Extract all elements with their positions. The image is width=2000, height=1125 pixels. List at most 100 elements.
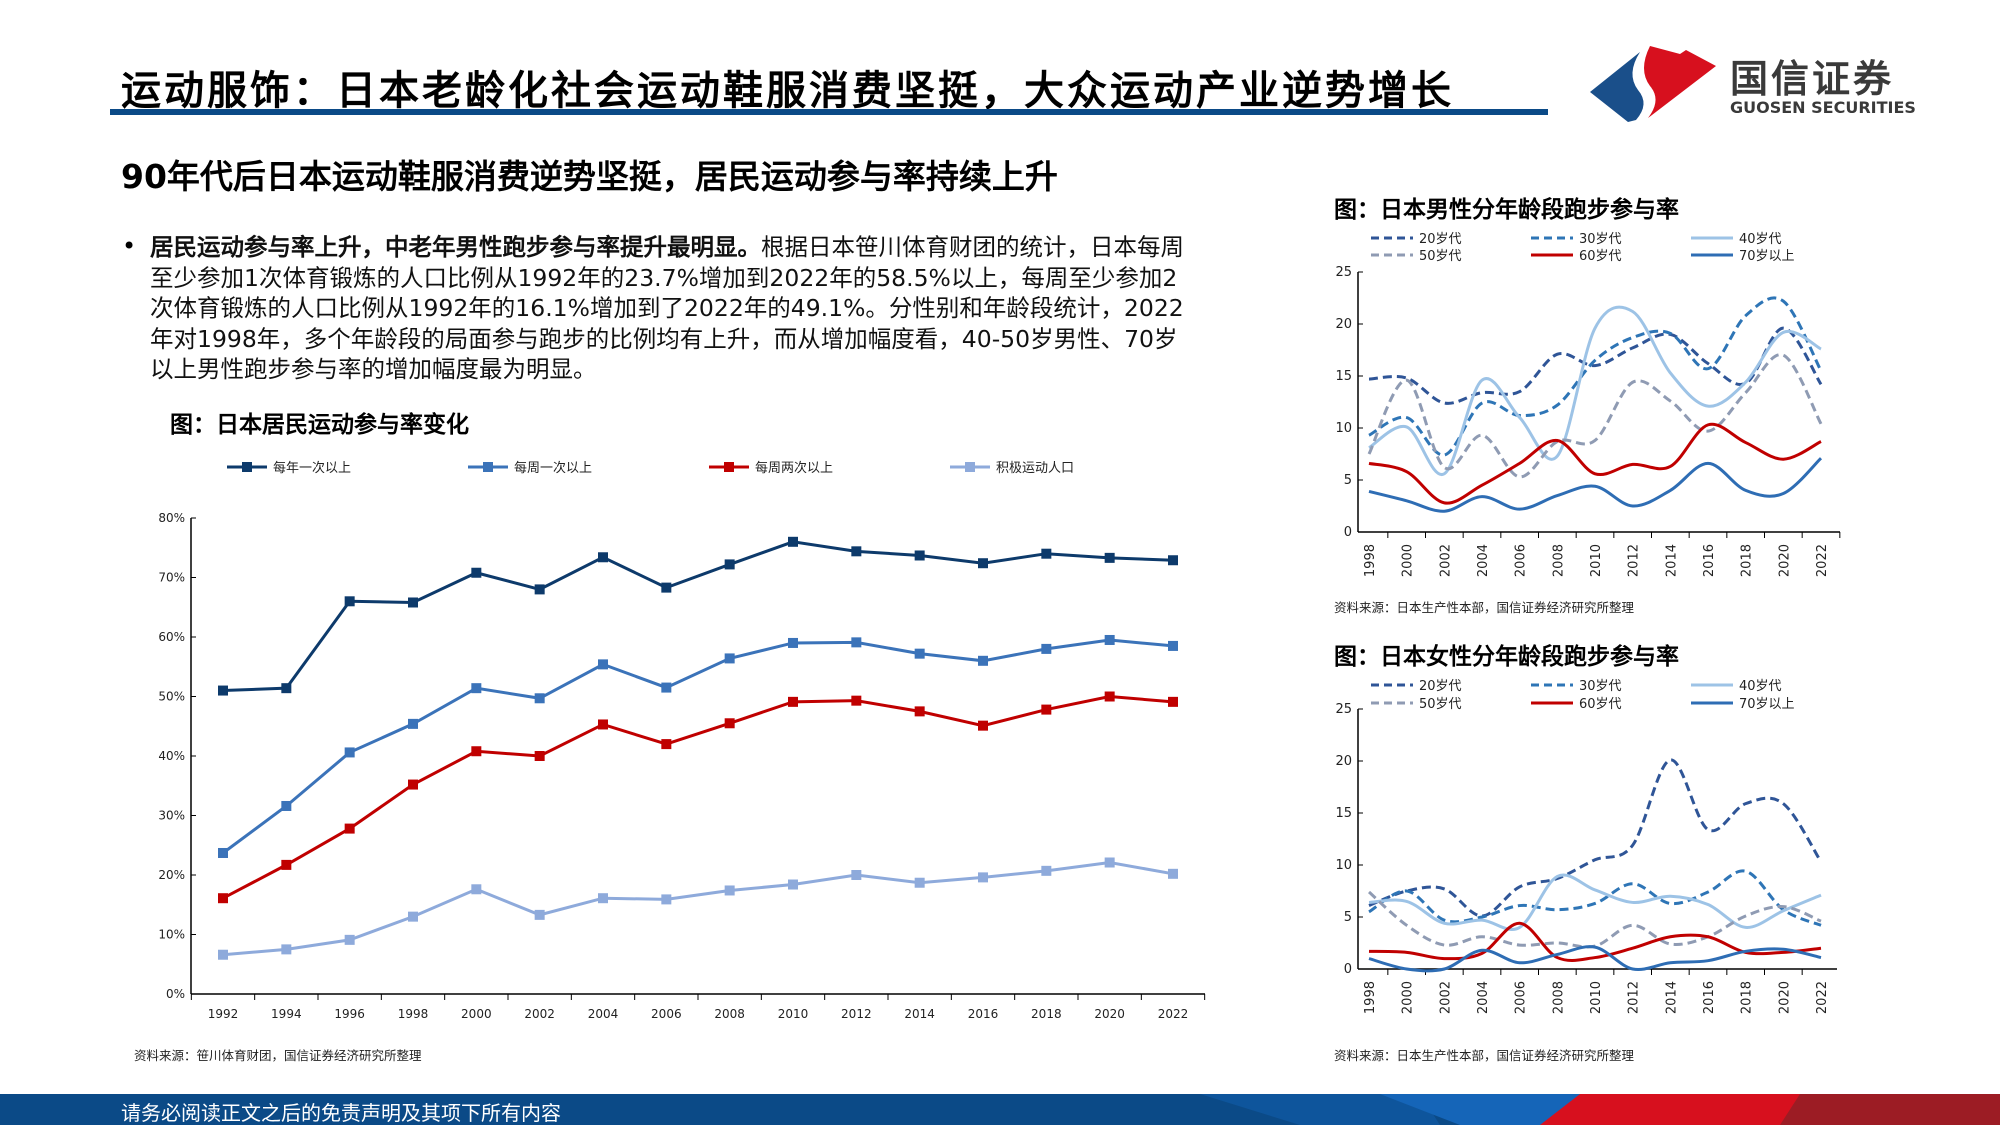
data-point-marker xyxy=(218,949,228,960)
data-point-marker xyxy=(598,659,608,670)
bullet-lead: 居民运动参与率上升，中老年男性跑步参与率提升最明显。 xyxy=(150,233,761,261)
data-point-marker xyxy=(788,879,798,890)
data-point-marker xyxy=(851,870,862,880)
series-line xyxy=(1368,945,1822,973)
legend-label: 70岁以上 xyxy=(1739,249,1795,264)
data-point-marker xyxy=(281,800,292,811)
data-point-marker xyxy=(914,648,925,659)
data-point-marker xyxy=(978,558,988,569)
x-tick-label: 2008 xyxy=(1551,981,1566,1014)
data-point-marker xyxy=(534,693,545,704)
data-point-marker xyxy=(1104,857,1115,868)
data-point-marker xyxy=(788,536,798,547)
data-point-marker xyxy=(851,546,862,557)
data-point-marker xyxy=(661,894,672,905)
x-tick-label: 1992 xyxy=(208,1007,239,1021)
x-tick-label: 2012 xyxy=(841,1007,872,1021)
data-point-marker xyxy=(471,746,482,757)
female-chart-title: 图：日本女性分年龄段跑步参与率 xyxy=(1334,644,1679,670)
logo-text-en: GUOSEN SECURITIES xyxy=(1730,98,1916,117)
x-tick-label: 2022 xyxy=(1158,1007,1189,1021)
x-tick-label: 2010 xyxy=(1589,544,1604,577)
data-point-marker xyxy=(661,739,672,750)
data-point-marker xyxy=(408,911,418,922)
y-tick-label: 70% xyxy=(158,571,185,585)
data-point-marker xyxy=(281,944,292,955)
page-title: 运动服饰：日本老龄化社会运动鞋服消费坚挺，大众运动产业逆势增长 xyxy=(121,68,1454,114)
legend-label: 积极运动人口 xyxy=(996,461,1074,476)
data-point-marker xyxy=(724,559,735,570)
series-line xyxy=(222,540,1174,693)
y-tick-label: 20% xyxy=(158,868,185,882)
legend-marker xyxy=(242,462,252,472)
x-tick-label: 2002 xyxy=(1438,544,1453,577)
x-tick-label: 2016 xyxy=(1702,544,1717,577)
x-tick-label: 2018 xyxy=(1031,1007,1062,1021)
x-tick-label: 2008 xyxy=(714,1007,745,1021)
x-tick-label: 1998 xyxy=(398,1007,429,1021)
series-line xyxy=(1368,422,1822,505)
data-point-marker xyxy=(1168,640,1178,651)
data-point-marker xyxy=(1041,548,1052,559)
data-point-marker xyxy=(598,719,608,730)
legend-label: 每周一次以上 xyxy=(514,460,592,476)
data-point-marker xyxy=(978,655,988,666)
data-point-marker xyxy=(408,718,418,729)
male-chart-title: 图：日本男性分年龄段跑步参与率 xyxy=(1334,197,1679,223)
female-chart-source: 资料来源：日本生产性本部，国信证券经济研究所整理 xyxy=(1334,1048,1635,1063)
data-point-marker xyxy=(1104,691,1115,702)
x-tick-label: 1996 xyxy=(334,1007,365,1021)
data-point-marker xyxy=(344,823,355,834)
data-point-marker xyxy=(598,893,608,904)
data-point-marker xyxy=(534,584,545,595)
data-point-marker xyxy=(978,872,988,883)
data-point-marker xyxy=(218,685,228,696)
y-tick-label: 25 xyxy=(1335,265,1352,280)
data-point-marker xyxy=(218,893,228,904)
x-tick-label: 2008 xyxy=(1551,544,1566,577)
x-tick-label: 2012 xyxy=(1627,981,1642,1014)
y-tick-label: 10 xyxy=(1335,421,1352,436)
x-tick-label: 1998 xyxy=(1363,544,1378,577)
y-tick-label: 10% xyxy=(158,928,185,942)
data-point-marker xyxy=(471,567,482,578)
bullet-dot: • xyxy=(122,232,137,260)
data-point-marker xyxy=(408,779,418,790)
x-tick-label: 2014 xyxy=(904,1007,935,1021)
x-tick-label: 2006 xyxy=(651,1007,682,1021)
data-point-marker xyxy=(218,847,228,858)
y-tick-label: 20 xyxy=(1335,754,1352,769)
y-tick-label: 10 xyxy=(1335,858,1352,873)
data-point-marker xyxy=(851,695,862,706)
legend-label: 50岁代 xyxy=(1419,697,1462,712)
data-point-marker xyxy=(344,747,355,758)
y-tick-label: 50% xyxy=(158,690,185,704)
x-tick-label: 2010 xyxy=(778,1007,809,1021)
legend-marker xyxy=(965,462,975,472)
legend-label: 60岁代 xyxy=(1579,697,1622,712)
x-tick-label: 1998 xyxy=(1363,981,1378,1014)
y-tick-label: 5 xyxy=(1344,473,1352,488)
y-tick-label: 0 xyxy=(1344,962,1352,977)
data-point-marker xyxy=(534,909,545,920)
series-line xyxy=(1368,873,1822,931)
x-tick-label: 2018 xyxy=(1740,981,1755,1014)
legend-label: 20岁代 xyxy=(1419,679,1462,694)
y-tick-label: 0% xyxy=(166,987,185,1001)
legend-label: 30岁代 xyxy=(1579,679,1622,694)
x-tick-label: 2020 xyxy=(1777,544,1792,577)
x-tick-label: 2020 xyxy=(1094,1007,1125,1021)
data-point-marker xyxy=(851,637,862,648)
x-tick-label: 2004 xyxy=(588,1007,619,1021)
data-point-marker xyxy=(408,597,418,608)
data-point-marker xyxy=(1104,634,1115,645)
data-point-marker xyxy=(914,706,925,717)
legend-label: 60岁代 xyxy=(1579,249,1622,264)
legend-label: 每年一次以上 xyxy=(273,460,351,476)
data-point-marker xyxy=(344,934,355,945)
y-tick-label: 25 xyxy=(1335,702,1352,717)
legend-marker xyxy=(483,462,493,472)
data-point-marker xyxy=(1041,704,1052,715)
data-point-marker xyxy=(1104,552,1115,563)
